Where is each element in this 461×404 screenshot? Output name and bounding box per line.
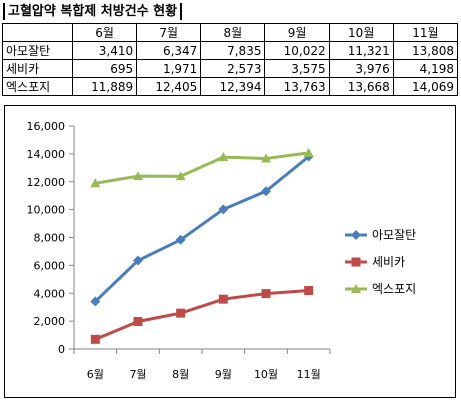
line-chart: 0 2,000 4,000 6,000 8,000 10,000 12,000 14,000 1… — [27, 120, 417, 381]
x-tick-label: 11월 — [297, 368, 321, 381]
table-cell: 14,069 — [392, 77, 459, 96]
data-point — [90, 334, 100, 344]
y-tick-label: 2,000 — [34, 315, 66, 328]
x-tick-label: 7월 — [129, 368, 146, 381]
y-tick-label: 10,000 — [27, 204, 66, 217]
series-line — [95, 151, 309, 185]
table-cell: 12,394 — [200, 77, 266, 96]
x-tick-label: 9월 — [215, 368, 232, 381]
data-point — [261, 186, 271, 197]
table-header-row: 6월 7월 8월 9월 10월 11월 — [2, 23, 459, 42]
row-label: 아모잘탄 — [2, 41, 73, 60]
table-cell: 13,668 — [328, 77, 394, 96]
table-cell: 1,971 — [136, 59, 202, 78]
y-tick-label: 16,000 — [27, 120, 66, 133]
column-header: 9월 — [264, 23, 330, 42]
table-cell: 12,405 — [136, 77, 202, 96]
data-point — [261, 153, 271, 163]
table-cell: 3,976 — [328, 59, 394, 78]
x-tick-label: 6월 — [87, 368, 104, 381]
table-cell: 13,763 — [264, 77, 330, 96]
data-point — [218, 294, 228, 304]
table-cell: 6,347 — [136, 41, 202, 60]
data-point — [90, 178, 101, 188]
table-cell: 10,022 — [264, 41, 330, 60]
legend-label: 엑스포지 — [372, 282, 416, 296]
y-tick-label: 14,000 — [27, 148, 66, 161]
series-line — [94, 288, 309, 341]
table-row: 엑스포지 11,889 12,405 12,394 13,763 13,668 … — [2, 77, 459, 96]
y-tick-label: 4,000 — [34, 287, 66, 300]
data-point — [304, 285, 314, 295]
y-tick-label: 6,000 — [34, 259, 66, 272]
table-cell: 7,835 — [200, 41, 266, 60]
table-cell: 695 — [71, 59, 138, 78]
data-point — [175, 171, 186, 181]
column-header: 10월 — [328, 23, 394, 42]
column-header: 11월 — [392, 23, 459, 42]
data-table: 6월 7월 8월 9월 10월 11월 아모잘탄 3,410 6,347 7,8… — [2, 23, 459, 96]
table-cell: 4,198 — [392, 59, 459, 78]
y-tick-label: 12,000 — [27, 176, 66, 189]
table-cell: 3,410 — [71, 41, 138, 60]
legend-marker — [351, 284, 361, 293]
chart-frame: 0 2,000 4,000 6,000 8,000 10,000 12,000 14,000 1… — [4, 105, 456, 398]
data-point — [133, 317, 143, 327]
table-cell: 11,889 — [71, 77, 138, 96]
legend-label: 세비카 — [372, 255, 405, 269]
data-point — [133, 255, 143, 266]
series-line — [94, 155, 310, 303]
column-header: 6월 — [71, 23, 138, 42]
x-tick-label: 10월 — [254, 368, 278, 381]
table-title: 고혈압약 복합제 처방건수 현황 — [3, 3, 183, 20]
table-corner-cell — [2, 23, 73, 42]
table-cell: 11,321 — [328, 41, 394, 60]
row-label: 엑스포지 — [2, 77, 73, 96]
data-point — [218, 204, 229, 215]
legend-marker — [351, 230, 361, 240]
column-header: 8월 — [200, 23, 266, 42]
table-cell: 2,573 — [200, 59, 266, 78]
column-header: 7월 — [136, 23, 202, 42]
row-label: 세비카 — [2, 59, 73, 78]
data-point — [133, 171, 143, 181]
table-cell: 13,808 — [392, 41, 459, 60]
data-point — [261, 289, 271, 299]
data-point — [303, 147, 314, 157]
data-point — [218, 152, 229, 162]
legend-label: 아모잘탄 — [372, 228, 416, 242]
legend-marker — [351, 257, 361, 267]
data-point — [90, 296, 101, 307]
table-row: 세비카 695 1,971 2,573 3,575 3,976 4,198 — [2, 59, 459, 78]
data-point — [176, 308, 186, 318]
x-tick-label: 8월 — [172, 368, 189, 381]
data-point — [175, 234, 186, 245]
y-tick-label: 0 — [58, 343, 65, 356]
table-cell: 3,575 — [264, 59, 330, 78]
y-tick-label: 8,000 — [34, 232, 66, 245]
table-row: 아모잘탄 3,410 6,347 7,835 10,022 11,321 13,… — [2, 41, 459, 60]
